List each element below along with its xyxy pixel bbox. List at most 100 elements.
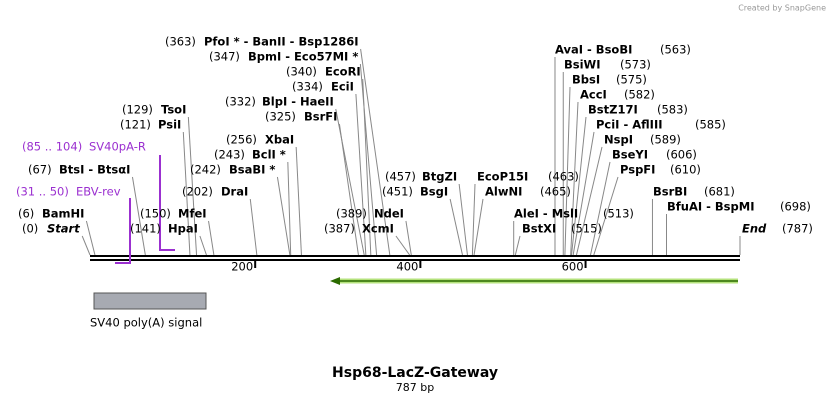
feature-label: SV40 poly(A) signal: [90, 316, 202, 330]
site-line: [187, 116, 198, 256]
site-name: HpaI: [168, 222, 198, 236]
site-line: [360, 48, 391, 256]
site-position: (575): [616, 73, 647, 87]
site-position: (787): [782, 222, 813, 236]
site-name: XbaI: [265, 133, 294, 147]
site-line: [287, 161, 292, 256]
site-position: (347): [209, 50, 240, 64]
site-position: (573): [620, 58, 651, 72]
site-name: EcoRI: [325, 65, 361, 79]
primer: [159, 155, 175, 251]
site-line: [85, 220, 96, 256]
orf-arrow: [330, 277, 340, 285]
site-position: (325): [265, 110, 296, 124]
site-position: (563): [660, 43, 691, 57]
site-name: End: [742, 222, 767, 236]
site-line: [199, 235, 207, 256]
site-name: BamHI: [42, 207, 84, 221]
site-line: [405, 220, 412, 256]
site-position: (457): [385, 170, 416, 184]
site-position: (582): [624, 88, 655, 102]
primer: [115, 198, 131, 264]
site-name: BseYI: [612, 148, 648, 162]
site-name: BpmI - Eco57MI *: [248, 50, 358, 64]
site-name: MfeI: [178, 207, 207, 221]
site-position: (698): [780, 200, 811, 214]
site-line: [572, 131, 595, 256]
site-line: [571, 116, 587, 256]
site-line: [514, 235, 521, 256]
site-name: AvaI - BsoBI: [555, 43, 632, 57]
ruler-label: 600: [562, 260, 584, 274]
site-name: BsrBI: [653, 185, 687, 199]
length: 787 bp: [396, 381, 434, 394]
site-name: BfuAI - BspMI: [667, 200, 754, 214]
site-position: (256): [226, 133, 257, 147]
site-position: (515): [571, 222, 602, 236]
site-name: BsrFI: [304, 110, 337, 124]
site-position: (242): [190, 163, 221, 177]
site-name: XcmI: [362, 222, 394, 236]
site-line: [449, 198, 463, 256]
site-name: AleI - MslI: [514, 207, 578, 221]
site-line: [81, 235, 91, 256]
site-name: BsgI: [420, 185, 448, 199]
site-name: BstXI: [522, 222, 556, 236]
primer-range: (31 .. 50): [16, 185, 69, 199]
site-position: (243): [214, 148, 245, 162]
site-name: BlpI - HaeII: [262, 95, 334, 109]
site-line: [590, 161, 611, 256]
site-line: [249, 198, 258, 256]
site-name: PspFI: [620, 163, 655, 177]
site-position: (583): [657, 103, 688, 117]
site-position: (150): [140, 207, 171, 221]
site-name: BsiWI: [564, 58, 601, 72]
site-line: [458, 183, 468, 256]
site-line: [575, 146, 603, 256]
site-position: (465): [540, 185, 571, 199]
primer-range: (85 .. 104): [22, 140, 82, 154]
site-line: [182, 131, 191, 256]
site-name: EcoP15I: [477, 170, 528, 184]
site-name: NdeI: [374, 207, 404, 221]
site-line: [131, 176, 146, 256]
site-position: (585): [695, 118, 726, 132]
site-position: (340): [286, 65, 317, 79]
site-line: [473, 198, 484, 256]
site-name: NspI: [604, 133, 633, 147]
site-name: Start: [47, 222, 80, 236]
site-line: [359, 63, 378, 256]
site-position: (334): [292, 80, 323, 94]
title: Hsp68-LacZ-Gateway: [332, 365, 498, 381]
site-name: BclI *: [252, 148, 286, 162]
site-name: BsaBI *: [229, 163, 275, 177]
site-position: (463): [548, 170, 579, 184]
site-name: PciI - AflIII: [596, 118, 663, 132]
site-position: (610): [670, 163, 701, 177]
site-line: [335, 108, 365, 256]
site-position: (6): [18, 207, 34, 221]
site-position: (589): [650, 133, 681, 147]
site-position: (129): [122, 103, 153, 117]
site-position: (363): [165, 35, 196, 49]
site-line: [208, 220, 215, 256]
site-position: (332): [225, 95, 256, 109]
site-name: BtgZI: [422, 170, 457, 184]
primer-name: SV40pA-R: [89, 140, 146, 154]
site-position: (0): [22, 222, 38, 236]
site-line: [570, 101, 579, 256]
site-position: (121): [120, 118, 151, 132]
site-name: AccI: [580, 88, 607, 102]
site-position: (451): [382, 185, 413, 199]
site-name: AlwNI: [485, 185, 522, 199]
site-position: (141): [130, 222, 161, 236]
primer-name: EBV-rev: [76, 185, 121, 199]
site-name: EciI: [331, 80, 354, 94]
site-name: PfoI * - BanII - Bsp1286I: [204, 35, 359, 49]
site-name: BstZ17I: [588, 103, 638, 117]
feature: [93, 292, 207, 310]
site-line: [564, 86, 571, 256]
site-line: [295, 146, 302, 256]
site-position: (202): [182, 185, 213, 199]
